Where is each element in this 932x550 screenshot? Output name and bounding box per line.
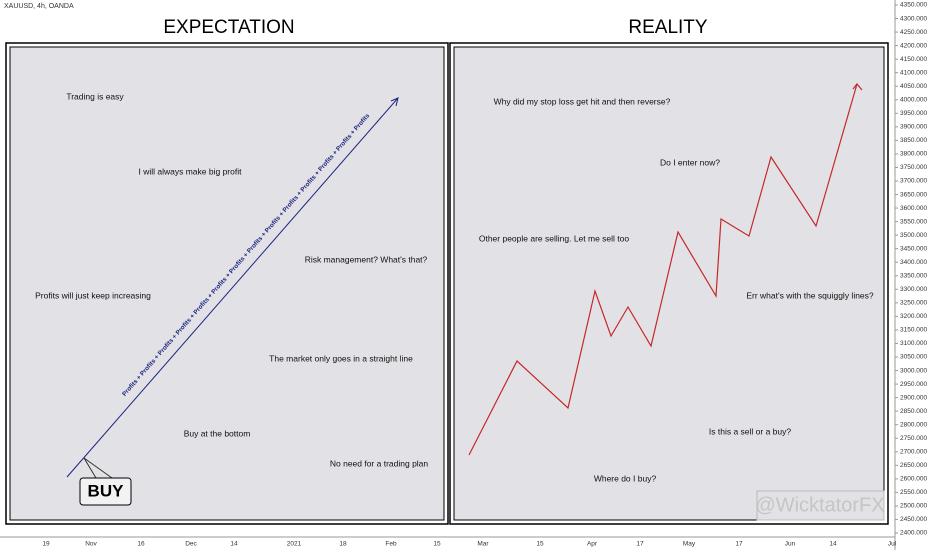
price-label: 2950.000 (900, 381, 927, 388)
price-label: 3100.000 (900, 340, 927, 347)
price-label: 3550.000 (900, 218, 927, 225)
price-label: 2650.000 (900, 462, 927, 469)
price-label: 3400.000 (900, 259, 927, 266)
price-label: 4300.000 (900, 15, 927, 22)
price-label: 2900.000 (900, 394, 927, 401)
price-label: 3900.000 (900, 124, 927, 131)
price-label: 3250.000 (900, 300, 927, 307)
price-label: 2850.000 (900, 408, 927, 415)
note: Profits will just keep increasing (35, 290, 151, 300)
panel (9, 46, 445, 521)
time-label: Feb (385, 541, 397, 548)
price-label: 3050.000 (900, 354, 927, 361)
panel (453, 46, 885, 521)
price-label: 2500.000 (900, 503, 927, 510)
time-label: May (683, 541, 696, 548)
price-label: 3300.000 (900, 286, 927, 293)
price-label: 3500.000 (900, 232, 927, 239)
price-label: 3450.000 (900, 245, 927, 252)
panel-frame (449, 42, 889, 525)
time-label: 16 (137, 541, 145, 548)
price-label: 4200.000 (900, 42, 927, 49)
price-label: 2600.000 (900, 476, 927, 483)
buy-box (79, 477, 132, 506)
watermark: @WicktatorFX (755, 494, 884, 516)
price-label: 2400.000 (900, 530, 927, 537)
price-label: 4150.000 (900, 56, 927, 63)
note: Err what's with the squiggly lines? (746, 290, 874, 300)
price-label: 4050.000 (900, 83, 927, 90)
time-label: 15 (433, 541, 441, 548)
price-label: 3150.000 (900, 327, 927, 334)
price-label: 3850.000 (900, 137, 927, 144)
price-label: 4350.000 (900, 2, 927, 9)
price-label: 3350.000 (900, 272, 927, 279)
arrow-head (852, 83, 863, 91)
time-label: 17 (735, 541, 743, 548)
price-label: 2700.000 (900, 448, 927, 455)
note: Other people are selling. Let me sell to… (479, 233, 630, 243)
time-label: 14 (829, 541, 837, 548)
arrow-head (390, 97, 399, 107)
squiggle (468, 83, 858, 456)
note: Why did my stop loss get hit and then re… (494, 96, 671, 106)
price-label: 3650.000 (900, 191, 927, 198)
time-label: Dec (185, 541, 197, 548)
buy-label: BUY (88, 481, 125, 500)
price-label: 3750.000 (900, 164, 927, 171)
note: Trading is easy (66, 91, 124, 101)
price-label: 4250.000 (900, 29, 927, 36)
note: Do I enter now? (660, 157, 720, 167)
price-label: 3700.000 (900, 178, 927, 185)
price-label: 2550.000 (900, 489, 927, 496)
price-label: 4000.000 (900, 96, 927, 103)
time-label: Jun (785, 541, 796, 548)
panel-frame (5, 42, 449, 525)
price-label: 3950.000 (900, 110, 927, 117)
time-label: 2021 (287, 541, 302, 548)
time-label: 19 (42, 541, 50, 548)
watermark-box (756, 490, 885, 521)
note: The market only goes in a straight line (269, 353, 413, 363)
note: Is this a sell or a buy? (709, 426, 791, 436)
time-label: 17 (636, 541, 644, 548)
price-label: 2450.000 (900, 516, 927, 523)
time-label: Nov (85, 541, 97, 548)
panel-title: REALITY (628, 17, 708, 38)
price-label: 3200.000 (900, 313, 927, 320)
arrow (66, 97, 399, 478)
price-label: 2750.000 (900, 435, 927, 442)
price-label: 3600.000 (900, 205, 927, 212)
time-label: Apr (587, 541, 598, 548)
time-label: Jul (888, 541, 897, 548)
note: Risk management? What's that? (305, 254, 428, 264)
time-label: Mar (477, 541, 489, 548)
panel-title: EXPECTATION (163, 17, 294, 38)
note: Buy at the bottom (184, 428, 251, 438)
time-label: 18 (339, 541, 347, 548)
symbol: XAUUSD, 4h, OANDA (4, 3, 74, 10)
time-label: 15 (536, 541, 544, 548)
time-label: 14 (230, 541, 238, 548)
price-label: 3800.000 (900, 151, 927, 158)
note: No need for a trading plan (330, 458, 429, 468)
callout (83, 457, 113, 479)
note: I will always make big profit (139, 166, 243, 176)
price-label: 3000.000 (900, 367, 927, 374)
price-label: 2800.000 (900, 421, 927, 428)
note: Where do I buy? (594, 473, 657, 483)
price-label: 4100.000 (900, 69, 927, 76)
